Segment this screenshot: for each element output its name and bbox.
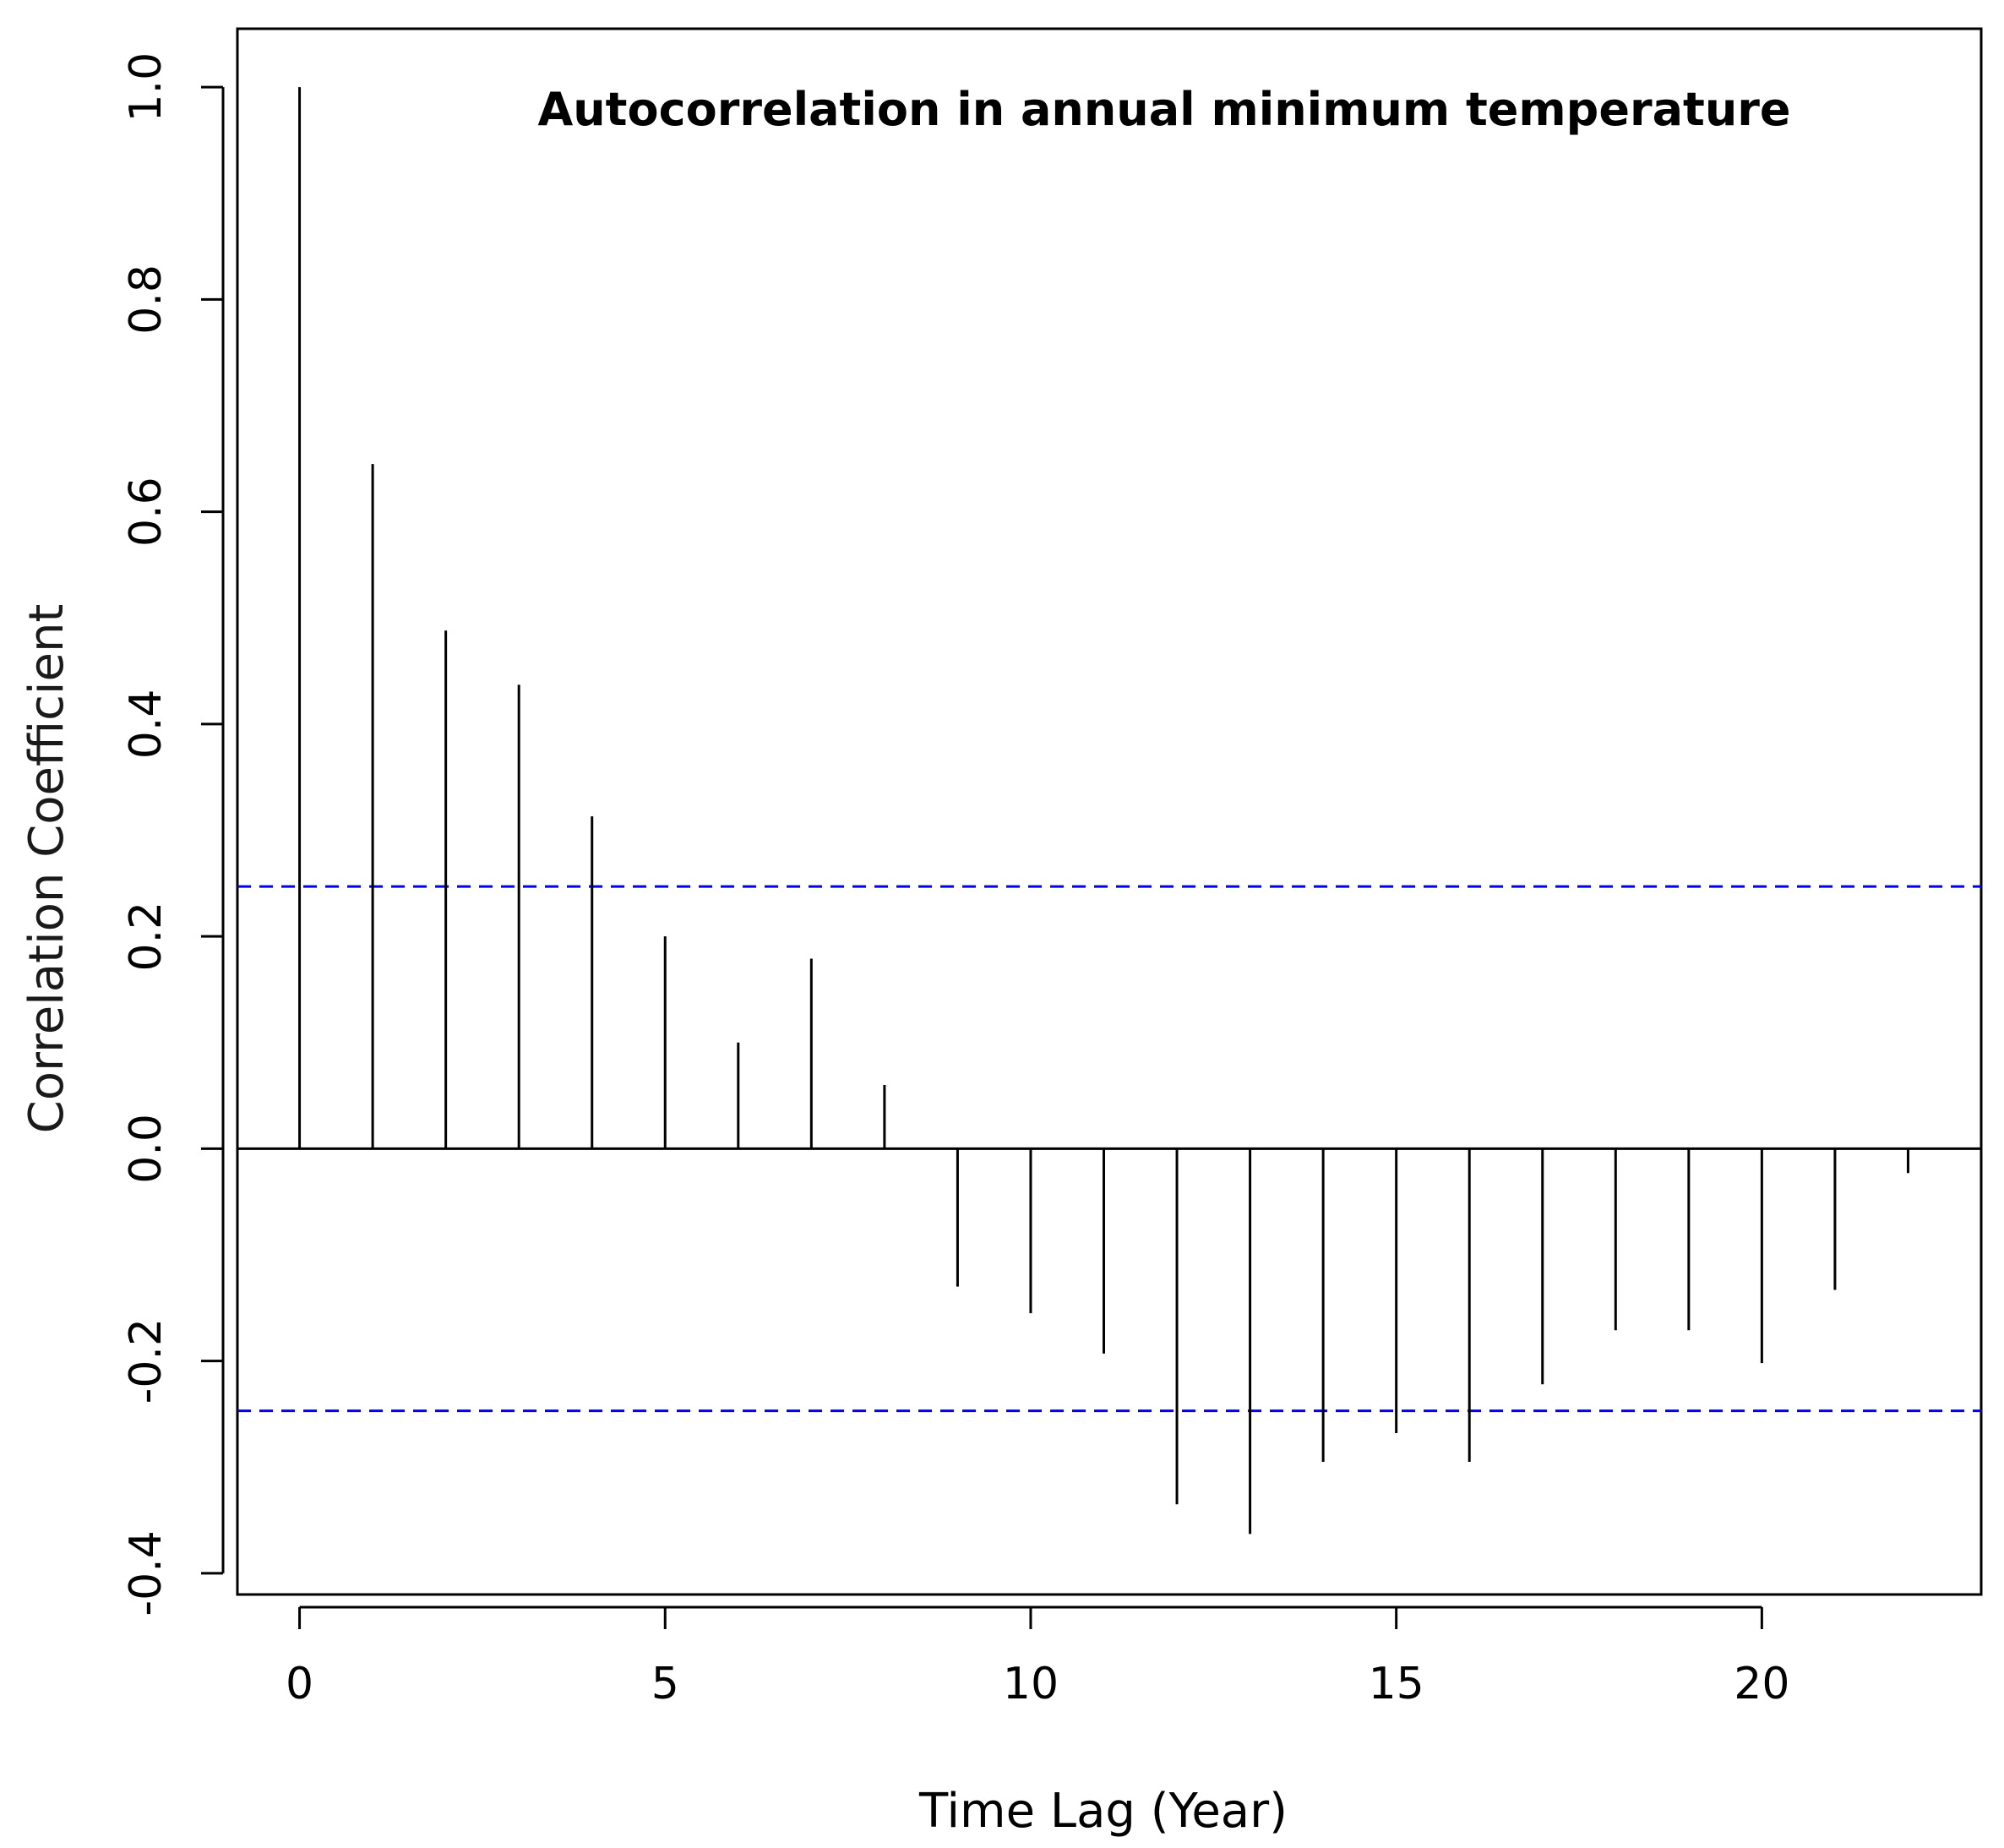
y-axis-title: Correlation Coefficient (19, 604, 74, 1134)
y-tick-label: 0.2 (121, 902, 172, 972)
x-axis-title: Time Lag (Year) (918, 1784, 1288, 1839)
chart-title: Autocorrelation in annual minimum temper… (537, 83, 1790, 136)
acf-bars-group (298, 87, 1909, 1535)
x-tick-label: 5 (651, 1659, 679, 1709)
y-tick-label: 0.6 (121, 477, 172, 547)
x-tick-label: 15 (1369, 1659, 1424, 1709)
x-tick-label: 0 (286, 1659, 313, 1709)
y-tick-label: 0.8 (121, 264, 172, 335)
x-tick-label: 10 (1003, 1659, 1059, 1709)
y-tick-label: 1.0 (121, 52, 172, 123)
y-tick-label: -0.2 (121, 1318, 172, 1404)
confidence-bounds-group (237, 885, 1981, 1413)
y-tick-label: -0.4 (121, 1530, 172, 1616)
y-tick-label: 0.4 (121, 690, 172, 760)
plot-frame (236, 27, 1983, 1596)
axes-group: 0 5 10 15 20 -0.4 -0.2 0.0 0.2 0.4 0.6 0.8 1.0 (121, 27, 1983, 1709)
x-tick-label: 20 (1734, 1659, 1789, 1709)
y-tick-label: 0.0 (121, 1114, 172, 1184)
